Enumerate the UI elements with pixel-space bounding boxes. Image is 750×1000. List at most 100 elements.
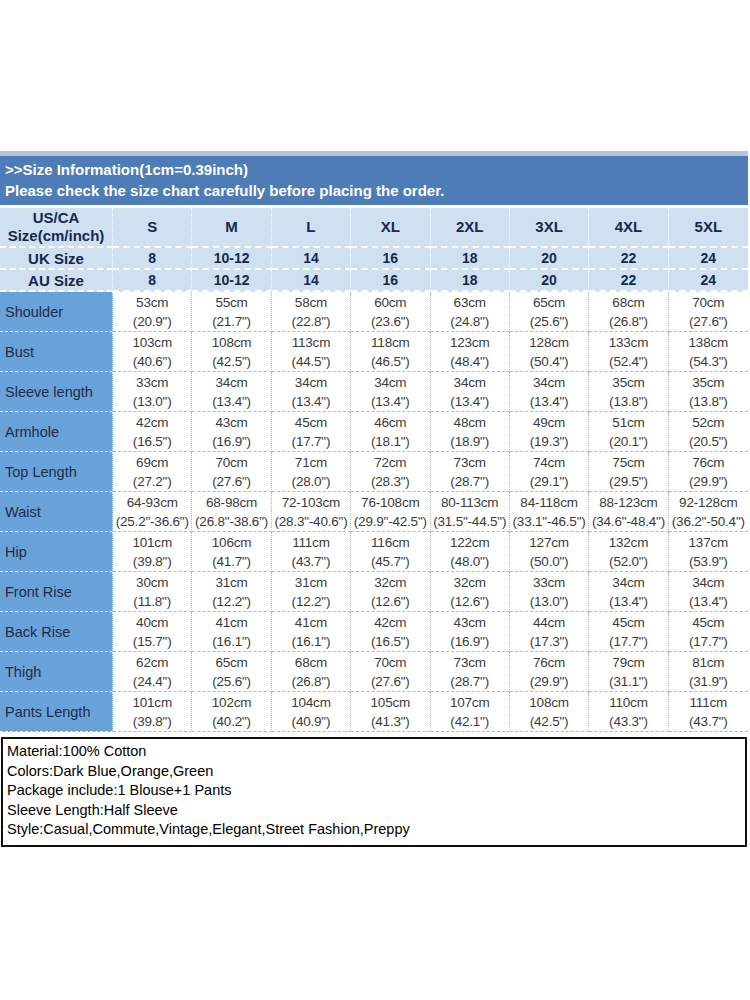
detail-sleeve-length: Sleeve Length:Half Sleeve — [7, 801, 745, 821]
measurement-label: Front Rise — [0, 572, 113, 612]
size-col-header-4xl: 4XL — [589, 208, 668, 248]
measurement-cell: 69cm(27.2") — [113, 452, 192, 492]
measurement-cell: 72-103cm(28.3"-40.6") — [272, 492, 351, 532]
measurement-cell: 76-108cm(29.9"-42.5") — [351, 492, 430, 532]
measurement-row: Front Rise30cm(11.8")31cm(12.2")31cm(12.… — [0, 572, 748, 612]
measurement-cell: 74cm(29.1") — [510, 452, 589, 492]
measurement-cell: 41cm(16.1") — [272, 612, 351, 652]
measurement-cell: 53cm(20.9") — [113, 292, 192, 332]
measurement-cell: 71cm(28.0") — [272, 452, 351, 492]
au-size-row-value: 20 — [510, 270, 589, 292]
measurement-cell: 45cm(17.7") — [272, 412, 351, 452]
size-col-header-3xl: 3XL — [510, 208, 589, 248]
measurement-label: Top Length — [0, 452, 113, 492]
measurement-cell: 33cm(13.0") — [510, 572, 589, 612]
measurement-cell: 51cm(20.1") — [589, 412, 668, 452]
measurement-label: Waist — [0, 492, 113, 532]
measurement-cell: 70cm(27.6") — [669, 292, 748, 332]
measurement-cell: 137cm(53.9") — [669, 532, 748, 572]
measurement-cell: 127cm(50.0") — [510, 532, 589, 572]
measurement-cell: 43cm(16.9") — [431, 612, 510, 652]
detail-material: Material:100% Cotton — [7, 742, 745, 762]
au-size-row-value: 24 — [669, 270, 748, 292]
measurement-cell: 35cm(13.8") — [669, 372, 748, 412]
au-size-row-value: 22 — [589, 270, 668, 292]
uk-size-row-value: 10-12 — [192, 248, 271, 270]
measurement-label: Thigh — [0, 652, 113, 692]
size-col-header-s: S — [113, 208, 192, 248]
us-ca-corner-header: US/CASize(cm/inch) — [0, 208, 113, 248]
size-col-header-m: M — [192, 208, 271, 248]
measurement-cell: 118cm(46.5") — [351, 332, 430, 372]
au-size-row-value: 8 — [113, 270, 192, 292]
measurement-label: Bust — [0, 332, 113, 372]
measurement-cell: 113cm(44.5") — [272, 332, 351, 372]
measurement-cell: 62cm(24.4") — [113, 652, 192, 692]
measurement-cell: 42cm(16.5") — [351, 612, 430, 652]
measurement-cell: 138cm(54.3") — [669, 332, 748, 372]
measurement-cell: 31cm(12.2") — [192, 572, 271, 612]
size-col-header-5xl: 5XL — [669, 208, 748, 248]
measurement-cell: 72cm(28.3") — [351, 452, 430, 492]
measurement-cell: 81cm(31.9") — [669, 652, 748, 692]
measurement-cell: 92-128cm(36.2"-50.4") — [669, 492, 748, 532]
measurement-cell: 104cm(40.9") — [272, 692, 351, 732]
measurement-cell: 116cm(45.7") — [351, 532, 430, 572]
measurement-cell: 33cm(13.0") — [113, 372, 192, 412]
measurement-row: Waist64-93cm(25.2"-36.6")68-98cm(26.8"-3… — [0, 492, 748, 532]
uk-size-row-value: 20 — [510, 248, 589, 270]
measurement-cell: 34cm(13.4") — [589, 572, 668, 612]
measurement-cell: 34cm(13.4") — [669, 572, 748, 612]
measurement-cell: 103cm(40.6") — [113, 332, 192, 372]
measurement-cell: 76cm(29.9") — [510, 652, 589, 692]
uk-size-row-value: 22 — [589, 248, 668, 270]
measurement-cell: 101cm(39.8") — [113, 532, 192, 572]
measurement-cell: 34cm(13.4") — [351, 372, 430, 412]
measurement-cell: 44cm(17.3") — [510, 612, 589, 652]
measurement-cell: 84-118cm(33.1"-46.5") — [510, 492, 589, 532]
banner-subtitle: Please check the size chart carefully be… — [5, 180, 748, 201]
measurement-cell: 106cm(41.7") — [192, 532, 271, 572]
measurement-row: Back Rise40cm(15.7")41cm(16.1")41cm(16.1… — [0, 612, 748, 652]
detail-colors: Colors:Dark Blue,Orange,Green — [7, 762, 745, 782]
uk-size-row-value: 18 — [431, 248, 510, 270]
measurement-cell: 68cm(26.8") — [272, 652, 351, 692]
measurement-cell: 46cm(18.1") — [351, 412, 430, 452]
measurement-cell: 128cm(50.4") — [510, 332, 589, 372]
measurement-cell: 75cm(29.5") — [589, 452, 668, 492]
measurement-label: Shoulder — [0, 292, 113, 332]
measurement-cell: 32cm(12.6") — [351, 572, 430, 612]
measurement-cell: 63cm(24.8") — [431, 292, 510, 332]
measurement-row: Shoulder53cm(20.9")55cm(21.7")58cm(22.8"… — [0, 292, 748, 332]
uk-size-row: UK Size810-12141618202224 — [0, 248, 748, 270]
measurement-cell: 52cm(20.5") — [669, 412, 748, 452]
measurement-row: Bust103cm(40.6")108cm(42.5")113cm(44.5")… — [0, 332, 748, 372]
au-size-row-label: AU Size — [0, 270, 113, 292]
measurement-cell: 70cm(27.6") — [192, 452, 271, 492]
measurement-row: Pants Length101cm(39.8")102cm(40.2")104c… — [0, 692, 748, 732]
measurement-cell: 111cm(43.7") — [669, 692, 748, 732]
measurement-cell: 111cm(43.7") — [272, 532, 351, 572]
size-col-header-l: L — [272, 208, 351, 248]
measurement-cell: 70cm(27.6") — [351, 652, 430, 692]
measurement-cell: 108cm(42.5") — [510, 692, 589, 732]
measurement-cell: 49cm(19.3") — [510, 412, 589, 452]
size-info-banner: >>Size Information(1cm=0.39inch) Please … — [0, 156, 748, 205]
size-col-header-xl: XL — [351, 208, 430, 248]
measurement-cell: 43cm(16.9") — [192, 412, 271, 452]
measurement-cell: 76cm(29.9") — [669, 452, 748, 492]
measurement-cell: 58cm(22.8") — [272, 292, 351, 332]
au-size-row-value: 16 — [351, 270, 430, 292]
measurement-label: Hip — [0, 532, 113, 572]
measurement-cell: 88-123cm(34.6"-48.4") — [589, 492, 668, 532]
size-table-body: US/CASize(cm/inch)SMLXL2XL3XL4XL5XLUK Si… — [0, 208, 748, 732]
measurement-cell: 110cm(43.3") — [589, 692, 668, 732]
measurement-cell: 79cm(31.1") — [589, 652, 668, 692]
size-table-wrap: US/CASize(cm/inch)SMLXL2XL3XL4XL5XLUK Si… — [0, 208, 748, 732]
measurement-cell: 132cm(52.0") — [589, 532, 668, 572]
measurement-label: Armhole — [0, 412, 113, 452]
au-size-row-value: 14 — [272, 270, 351, 292]
measurement-row: Thigh62cm(24.4")65cm(25.6")68cm(26.8")70… — [0, 652, 748, 692]
measurement-cell: 80-113cm(31.5"-44.5") — [431, 492, 510, 532]
measurement-cell: 123cm(48.4") — [431, 332, 510, 372]
